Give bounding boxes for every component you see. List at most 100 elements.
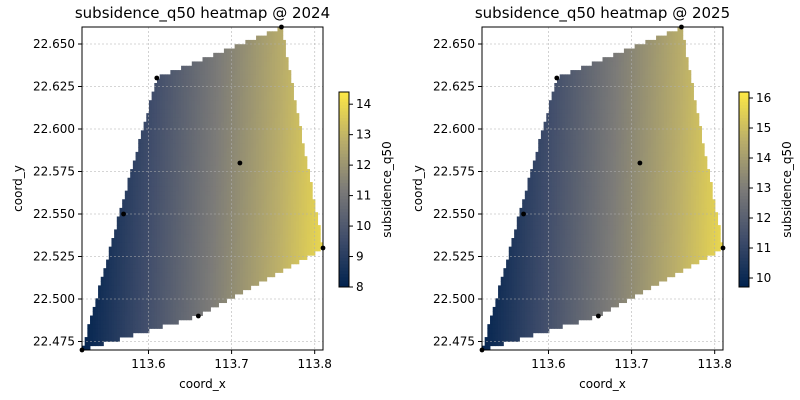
heatmap-cell xyxy=(288,87,292,92)
heatmap-cell xyxy=(266,199,270,204)
heatmap-cell xyxy=(298,130,302,136)
colorbar-segment xyxy=(339,105,349,109)
colorbar-segment xyxy=(339,92,349,96)
heatmap-cell xyxy=(213,233,217,239)
heatmap-cell xyxy=(181,104,185,110)
heatmap-cell xyxy=(148,302,153,308)
heatmap-cell xyxy=(154,121,158,127)
heatmap-cell xyxy=(274,82,278,88)
heatmap-cell xyxy=(554,164,558,170)
heatmap-cell xyxy=(506,337,510,342)
heatmap-cell xyxy=(248,177,252,183)
heatmap-cell xyxy=(253,182,257,187)
heatmap-cell xyxy=(237,246,241,252)
heatmap-cell xyxy=(156,220,161,226)
heatmap-cell xyxy=(186,212,190,217)
heatmap-cell xyxy=(127,328,131,334)
heatmap-cell xyxy=(210,212,214,217)
heatmap-cell xyxy=(554,259,558,265)
heatmap-cell xyxy=(543,225,547,230)
heatmap-cell xyxy=(194,70,198,75)
heatmap-cell xyxy=(288,113,292,118)
colorbar-segment xyxy=(339,108,349,112)
heatmap-cell xyxy=(170,82,174,88)
heatmap-cell xyxy=(258,194,262,200)
heatmap-cell xyxy=(231,104,236,110)
heatmap-cell xyxy=(293,207,297,213)
heatmap-cell xyxy=(197,276,201,282)
heatmap-cell xyxy=(503,328,507,334)
heatmap-cell xyxy=(264,160,268,166)
heatmap-cell xyxy=(213,117,217,123)
heatmap-cell xyxy=(548,121,553,127)
heatmap-cell xyxy=(218,151,222,157)
heatmap-cell xyxy=(543,302,547,308)
heatmap-cell xyxy=(183,238,187,243)
heatmap-cell xyxy=(159,294,163,299)
heatmap-cell xyxy=(186,113,190,118)
heatmap-cell xyxy=(266,238,270,243)
heatmap-cell xyxy=(522,328,526,334)
heatmap-cell xyxy=(143,156,147,161)
heatmap-cell xyxy=(234,138,238,144)
heatmap-cell xyxy=(554,199,558,204)
heatmap-cell xyxy=(231,289,236,295)
heatmap-cell xyxy=(213,151,217,157)
heatmap-cell xyxy=(306,203,311,209)
heatmap-cell xyxy=(543,281,547,286)
heatmap-cell xyxy=(100,328,104,334)
heatmap-cell xyxy=(199,242,203,248)
heatmap-cell xyxy=(154,100,158,105)
heatmap-cell xyxy=(226,203,230,209)
heatmap-cell xyxy=(167,173,171,179)
heatmap-cell xyxy=(253,229,257,235)
heatmap-cell xyxy=(239,212,244,217)
heatmap-cell xyxy=(154,259,158,265)
heatmap-cell xyxy=(165,220,169,226)
heatmap-cell xyxy=(266,259,270,265)
heatmap-cell xyxy=(194,242,198,248)
heatmap-cell xyxy=(170,233,174,239)
heatmap-cell xyxy=(261,229,265,235)
heatmap-cell xyxy=(245,285,249,291)
heatmap-cell xyxy=(245,177,249,183)
heatmap-cell xyxy=(162,194,166,200)
heatmap-cell xyxy=(178,216,182,222)
heatmap-cell xyxy=(197,229,201,235)
heatmap-cell xyxy=(194,263,198,269)
heatmap-cell xyxy=(288,173,292,179)
heatmap-cell xyxy=(266,31,270,37)
heatmap-cell xyxy=(519,324,523,329)
heatmap-cell xyxy=(269,35,273,41)
heatmap-cell xyxy=(551,255,555,260)
heatmap-cell xyxy=(199,272,203,278)
heatmap-cell xyxy=(256,44,260,49)
heatmap-cell xyxy=(170,186,174,192)
heatmap-cell xyxy=(140,272,144,278)
heatmap-cell xyxy=(194,272,198,278)
heatmap-cell xyxy=(197,250,201,256)
heatmap-cell xyxy=(167,74,171,80)
heatmap-cell xyxy=(173,134,177,140)
heatmap-cell xyxy=(170,182,174,187)
heatmap-cell xyxy=(277,173,281,179)
heatmap-cell xyxy=(223,229,227,235)
heatmap-cell xyxy=(159,108,163,114)
heatmap-cell xyxy=(202,294,206,299)
heatmap-cell xyxy=(159,82,163,88)
heatmap-cell xyxy=(213,276,217,282)
heatmap-cell xyxy=(199,238,203,243)
heatmap-cell xyxy=(181,259,185,265)
heatmap-cell xyxy=(269,48,273,54)
heatmap-cell xyxy=(237,285,241,291)
heatmap-cell xyxy=(280,130,284,136)
heatmap-cell xyxy=(514,311,518,316)
heatmap-cell xyxy=(274,242,278,248)
heatmap-cell xyxy=(223,281,227,286)
heatmap-cell xyxy=(181,65,185,71)
heatmap-cell xyxy=(162,82,166,88)
heatmap-cell xyxy=(288,238,292,243)
heatmap-cell xyxy=(312,203,316,209)
heatmap-cell xyxy=(239,121,244,127)
heatmap-cell xyxy=(135,242,139,248)
